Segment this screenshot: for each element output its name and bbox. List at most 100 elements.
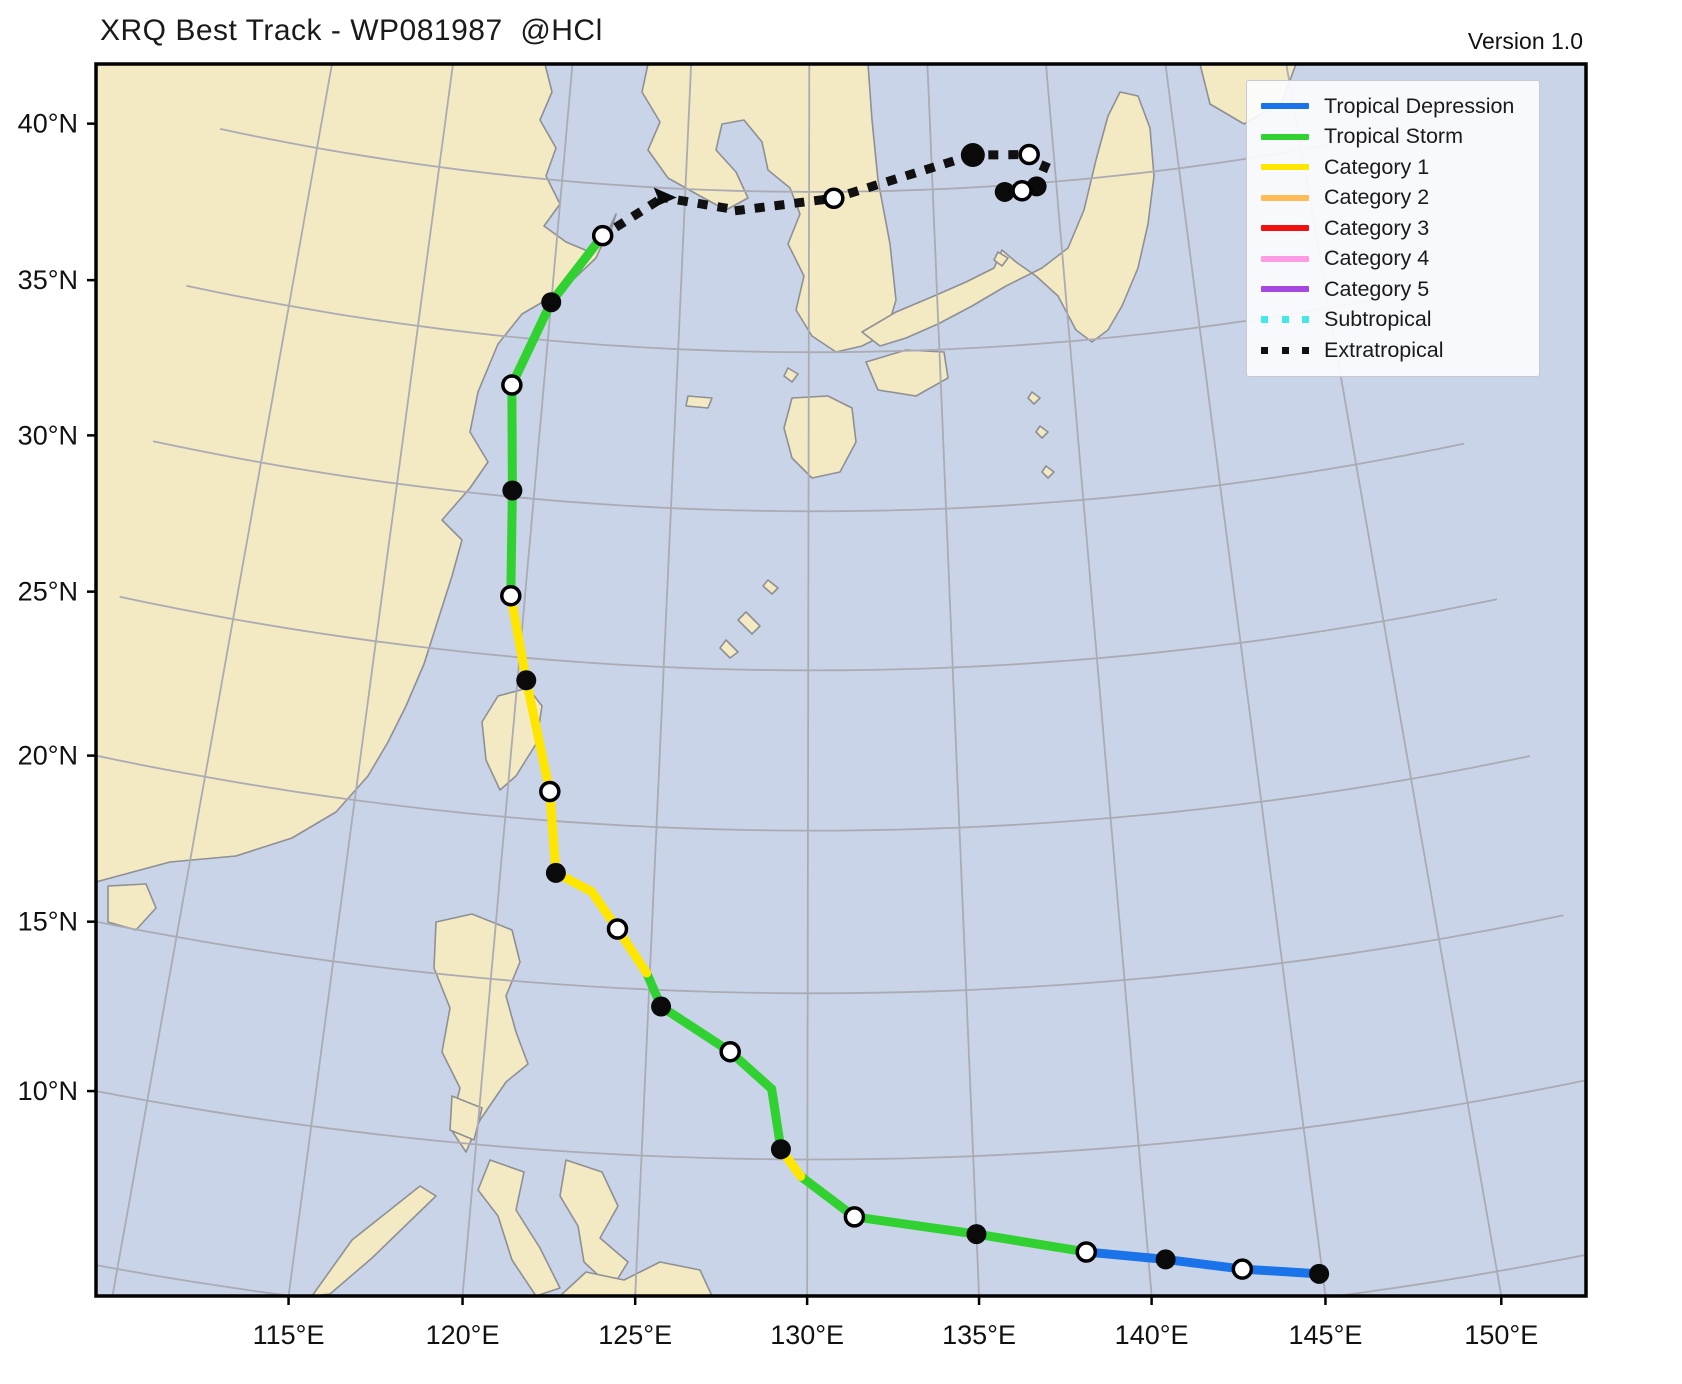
- parallel-gridline: [96, 754, 1531, 832]
- legend-item: Category 5: [1261, 274, 1527, 305]
- landmass: [783, 395, 857, 479]
- legend-item-label: Subtropical: [1324, 307, 1432, 332]
- landmasses: [96, 64, 1297, 1296]
- landmass: [762, 579, 779, 595]
- legend-swatch-icon: [1261, 346, 1309, 354]
- track-point-open: [1231, 1258, 1254, 1280]
- parallel-gridline: [219, 128, 1399, 193]
- legend-swatch-icon: [1261, 164, 1309, 171]
- track-point-filled: [1309, 1263, 1330, 1284]
- landmass: [311, 1185, 437, 1296]
- parallel-gridline: [186, 284, 1432, 354]
- legend-item: Tropical Storm: [1261, 122, 1527, 153]
- track-segment-extratropical: [734, 193, 839, 216]
- track-segment-category-1: [506, 591, 531, 685]
- legend-item-label: Category 5: [1324, 276, 1430, 301]
- legend-item: Category 1: [1261, 152, 1527, 183]
- track-segment-tropical-depression: [1237, 1264, 1324, 1279]
- track-segment-category-1: [545, 787, 561, 878]
- track-point-filled: [502, 480, 523, 501]
- legend-swatch-icon: [1261, 225, 1309, 232]
- x-tick-label: 135°E: [942, 1320, 1016, 1350]
- track-markers: [500, 143, 1330, 1284]
- parallel-gridline: [119, 595, 1498, 672]
- track-point-filled: [545, 862, 566, 883]
- legend-item-label: Extratropical: [1324, 337, 1444, 362]
- parallel-gridline: [96, 914, 1564, 995]
- landmass: [1041, 465, 1055, 479]
- landmass: [107, 883, 157, 931]
- landmass: [685, 395, 713, 409]
- track-point-filled: [1155, 1249, 1176, 1270]
- track-segment-tropical-storm: [507, 380, 517, 495]
- track-point-filled: [516, 670, 537, 691]
- track-point-filled: [994, 181, 1015, 202]
- legend-swatch-icon: [1261, 133, 1309, 140]
- landmass: [559, 1159, 629, 1289]
- track-point-filled: [770, 1139, 791, 1160]
- x-tick-label: 120°E: [426, 1320, 500, 1350]
- y-tick-label: 20°N: [18, 741, 78, 771]
- legend-item: Category 4: [1261, 244, 1527, 275]
- track-point-filled: [541, 292, 562, 313]
- version-label: Version 1.0: [1467, 28, 1583, 54]
- track-point-open: [1075, 1241, 1098, 1263]
- y-tick-label: 40°N: [18, 109, 78, 139]
- y-tick-label: 35°N: [18, 265, 78, 295]
- legend-swatch-icon: [1261, 316, 1309, 324]
- landmass: [993, 251, 1009, 267]
- landmass: [1027, 391, 1041, 405]
- grid-lines: [96, 64, 1586, 1296]
- track-segment-tropical-storm: [849, 1212, 981, 1239]
- track-segment-tropical-storm: [971, 1229, 1091, 1257]
- track-segment-tropical-storm: [546, 231, 608, 307]
- track-point-open: [1011, 179, 1033, 202]
- landmass: [449, 1095, 483, 1141]
- track-segment-tropical-depression: [1081, 1247, 1171, 1264]
- legend-item-label: Category 3: [1324, 215, 1430, 240]
- track-point-open: [539, 780, 561, 803]
- legend-item-label: Category 1: [1324, 154, 1430, 179]
- landmass: [477, 1159, 561, 1296]
- track-segment-extratropical: [657, 192, 745, 216]
- landmass: [1035, 425, 1049, 439]
- track-segment-tropical-storm: [767, 1084, 786, 1154]
- track-point-filled: [651, 996, 672, 1017]
- legend-item-label: Tropical Depression: [1324, 93, 1515, 118]
- y-tick-label: 15°N: [18, 907, 78, 937]
- legend-item-label: Category 2: [1324, 185, 1430, 210]
- track-point-open: [719, 1040, 741, 1063]
- track-point-open: [606, 918, 629, 940]
- legend: Tropical Depression Tropical Storm Categor…: [1246, 80, 1540, 377]
- landmass: [737, 611, 761, 635]
- track-segment-tropical-depression: [1161, 1254, 1247, 1274]
- track-segment-extratropical: [596, 191, 669, 242]
- legend-item: Category 3: [1261, 213, 1527, 244]
- parallel-gridline: [96, 1253, 1586, 1296]
- landmass: [433, 913, 529, 1153]
- x-tick-label: 115°E: [253, 1320, 325, 1350]
- chart-title: XRQ Best Track - WP081987 @HCl: [100, 14, 603, 47]
- x-tick-label: 140°E: [1115, 1320, 1189, 1350]
- legend-swatch-icon: [1261, 194, 1309, 201]
- track-segment-tropical-storm: [656, 1002, 735, 1057]
- parallel-gridline: [96, 1079, 1586, 1161]
- y-tick-label: 10°N: [18, 1076, 78, 1106]
- legend-item: Category 2: [1261, 183, 1527, 214]
- y-tick-label: 25°N: [18, 577, 78, 607]
- track-point-open: [500, 584, 522, 607]
- x-tick-label: 145°E: [1289, 1320, 1363, 1350]
- y-tick-label: 30°N: [18, 420, 78, 450]
- map-frame: [94, 62, 1588, 1298]
- track-segment-tropical-storm: [506, 485, 517, 601]
- track-point-filled: [966, 1224, 987, 1245]
- x-tick-label: 125°E: [598, 1320, 672, 1350]
- track-point-open: [501, 374, 523, 396]
- track-segment-tropical-storm: [507, 297, 556, 390]
- x-tick-label: 130°E: [770, 1320, 844, 1350]
- legend-swatch-icon: [1261, 103, 1309, 110]
- track-point-open: [591, 224, 614, 247]
- legend-item: Subtropical: [1261, 305, 1527, 336]
- legend-swatch-icon: [1261, 286, 1309, 293]
